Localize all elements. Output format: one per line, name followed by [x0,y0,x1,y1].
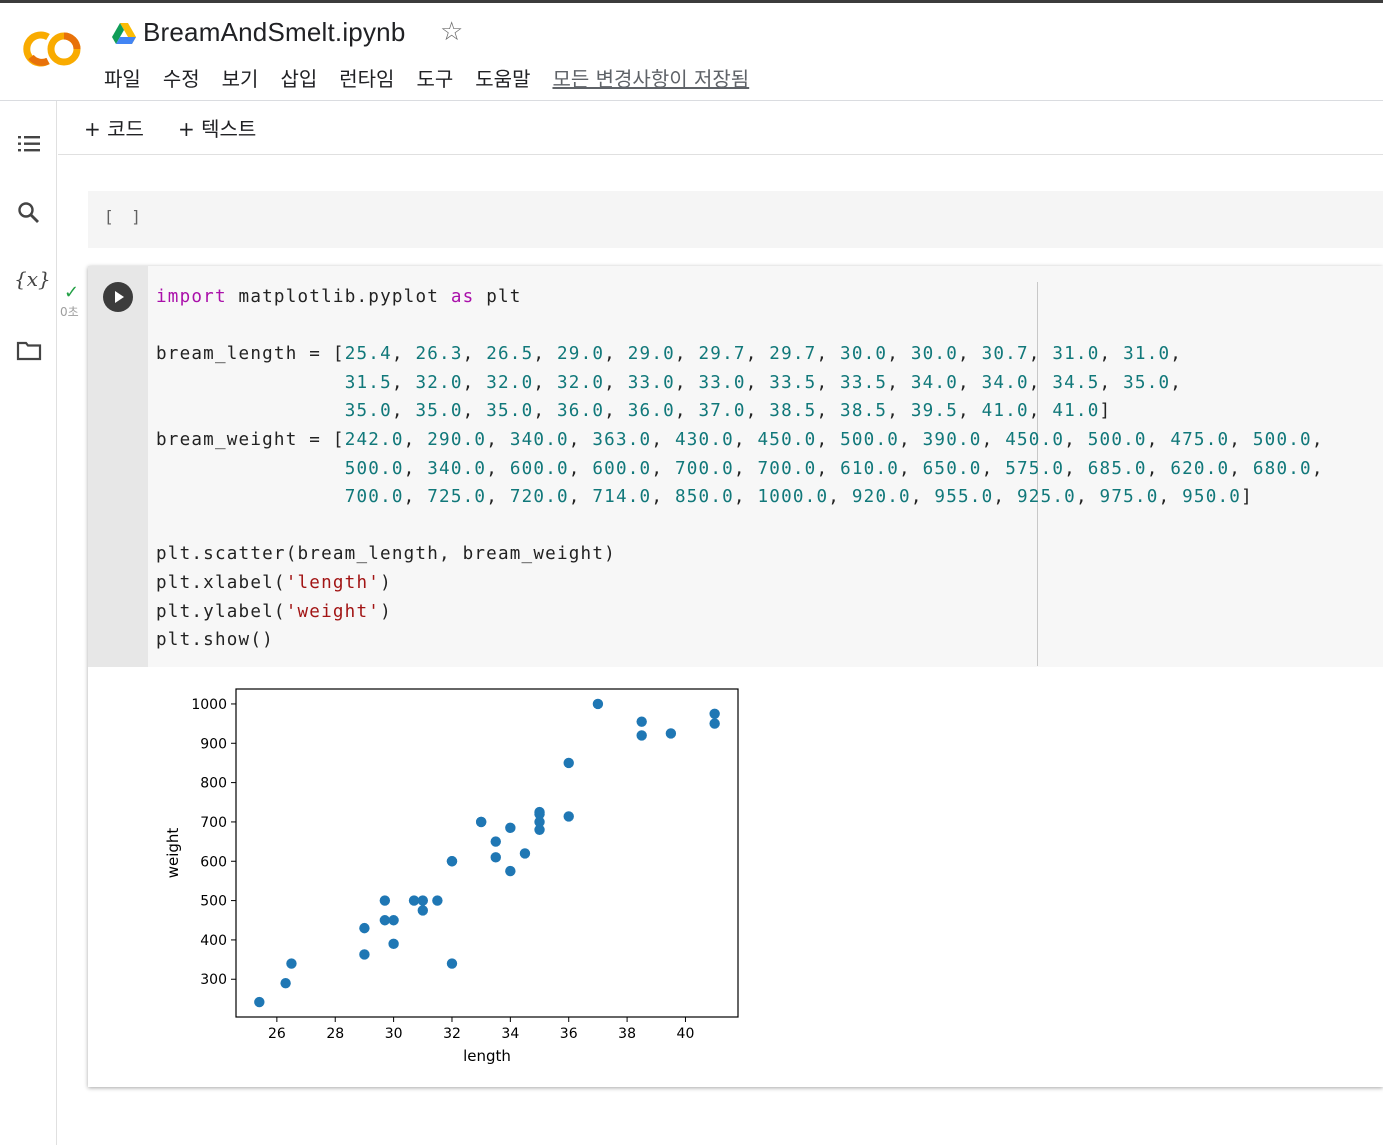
saved-status-link[interactable]: 모든 변경사항이 저장됨 [552,67,750,91]
scatter-point [417,905,428,916]
x-tick-label: 38 [618,1026,636,1042]
scatter-chart: 26 28 30 32 34 36 38 40 300 400 500 600 700 800 900 100… [164,688,739,1065]
scatter-point [534,824,545,835]
menu-runtime[interactable]: 런타임 [339,67,395,91]
scatter-point [490,852,501,863]
menu-help[interactable]: 도움말 [475,67,531,91]
x-tick-label: 30 [385,1026,403,1042]
y-axis-label: weight [164,828,182,879]
plot-frame [235,688,739,1018]
empty-code-cell[interactable]: [ ] [88,191,1383,248]
scatter-point [379,895,391,906]
editor-ruler [1037,282,1038,666]
scatter-point [490,836,501,847]
y-tick-label: 700 [200,815,227,831]
menu-edit[interactable]: 수정 [162,67,200,91]
notebook-title[interactable]: BreamAndSmelt.ipynb [143,17,406,47]
scatter-point [505,865,516,877]
scatter-point [417,895,428,906]
add-code-button[interactable]: + 코드 [84,117,144,141]
notebook-header: BreamAndSmelt.ipynb ☆ 파일 수정 보기 삽입 런타임 도구… [0,3,1383,101]
x-tick-label: 36 [560,1026,578,1042]
scatter-point [446,958,458,969]
y-tick-label: 1000 [191,697,227,713]
menu-tools[interactable]: 도구 [416,67,454,91]
scatter-point [280,977,291,989]
cell-gutter [88,266,148,667]
scatter-point [408,895,420,906]
x-tick-label: 34 [501,1026,519,1042]
scatter-point [286,958,297,969]
run-cell-button[interactable] [103,282,133,312]
x-tick-label: 28 [326,1026,344,1042]
scatter-point [636,730,647,741]
scatter-point [563,757,574,769]
y-tick-label: 400 [200,933,227,949]
scatter-point [709,708,720,719]
window-top-border [0,0,1383,3]
x-axis-label: length [463,1047,511,1065]
star-icon[interactable]: ☆ [440,17,464,47]
code-cell[interactable]: import matplotlib.pyplot as plt bream_le… [88,266,1383,1087]
scatter-point [534,816,545,828]
add-text-button[interactable]: + 텍스트 [178,117,257,141]
colab-logo-icon[interactable] [18,29,84,69]
menu-insert[interactable]: 삽입 [280,67,318,91]
scatter-point [475,816,487,828]
scatter-point [665,728,677,739]
scatter-point [636,716,647,727]
y-tick-label: 900 [200,736,227,752]
scatter-point [254,996,265,1008]
scatter-point [359,949,370,960]
left-sidebar: {𝑥} [0,101,57,1145]
x-tick-label: 40 [677,1026,695,1042]
folder-icon[interactable] [16,337,42,363]
google-drive-icon[interactable] [112,23,136,45]
cell-toolbar: + 코드 + 텍스트 [58,101,1383,155]
scatter-point [505,822,516,834]
scatter-point [388,938,399,950]
scatter-point [446,856,458,867]
scatter-point [563,811,574,822]
scatter-point [379,915,391,926]
scatter-point [359,922,370,934]
execution-success-check-icon: ✓ [64,282,80,303]
scatter-point [592,698,604,710]
y-tick-label: 300 [200,972,227,988]
variables-icon[interactable]: {𝑥} [14,267,51,291]
execution-time: 0초 [60,305,79,319]
scatter-point [432,895,443,906]
menu-view[interactable]: 보기 [221,67,259,91]
menu-bar: 파일 수정 보기 삽입 런타임 도구 도움말 모든 변경사항이 저장됨 [104,63,749,92]
scatter-point [534,808,545,820]
x-tick-label: 32 [443,1026,461,1042]
cell-execution-prompt: [ ] [104,207,145,226]
x-tick-label: 26 [268,1026,286,1042]
scatter-point [519,848,531,859]
code-editor[interactable]: import matplotlib.pyplot as plt bream_le… [148,266,1383,667]
search-icon[interactable] [16,200,42,226]
code-text[interactable]: import matplotlib.pyplot as plt bream_le… [156,287,1324,651]
y-tick-label: 500 [200,894,227,910]
cell-output: 26 28 30 32 34 36 38 40 300 400 500 600 700 800 900 100… [148,667,1383,1087]
menu-file[interactable]: 파일 [104,67,141,91]
table-of-contents-icon[interactable] [16,131,42,157]
scatter-point [709,718,720,729]
scatter-point [388,915,399,926]
y-tick-label: 800 [200,776,227,792]
y-tick-label: 600 [200,854,227,870]
